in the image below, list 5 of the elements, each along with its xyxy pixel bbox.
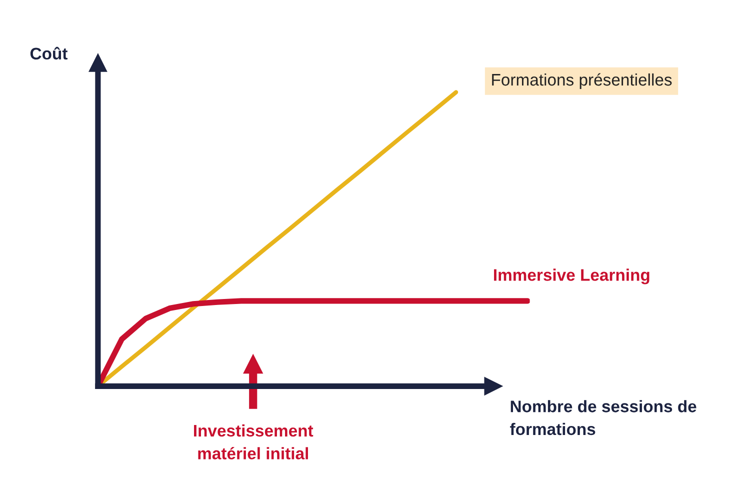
y-axis-title: Coût (30, 46, 68, 60)
series-label: Immersive Learning (494, 268, 650, 284)
text: Investissement matériel initial (194, 424, 314, 460)
x-axis-title: Nombre de sessions de formations (510, 400, 696, 436)
text: Formations présentielles (492, 73, 672, 89)
